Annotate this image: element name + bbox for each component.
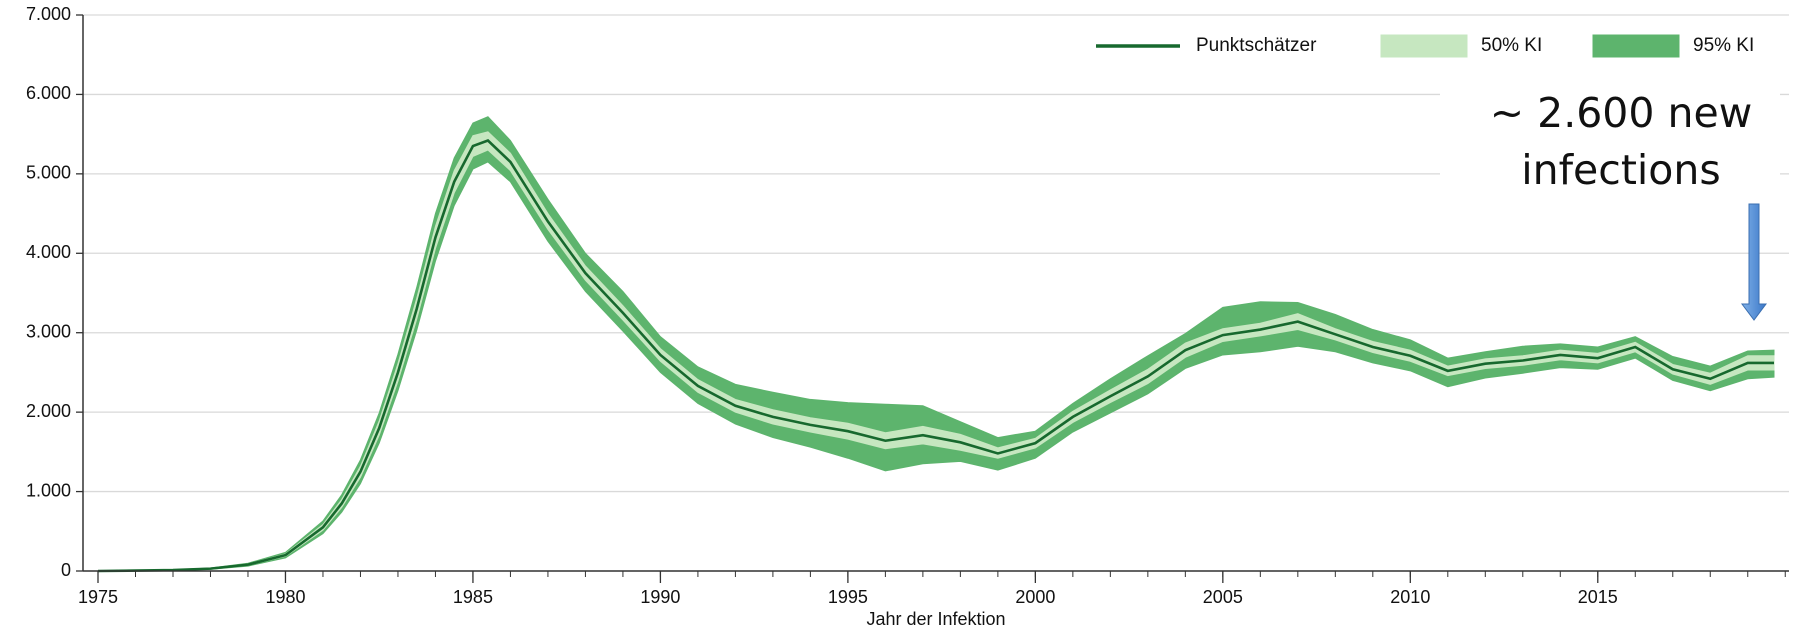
legend: Punktschätzer 50% KI 95% KI [1096,34,1754,58]
legend-swatch [1592,34,1680,58]
x-tick-label: 2010 [1390,587,1430,607]
x-tick-label: 1990 [640,587,680,607]
annotation-background [1440,70,1780,220]
annotation: ~ 2.600 new [1490,89,1753,137]
axes: 0 1.000 2.000 3.000 4.000 5.000 6.000 7.000 1975… [26,4,1789,607]
legend-swatch [1380,34,1468,58]
line [97,138,1774,573]
x-tick-label: 2000 [1015,587,1055,607]
arrow [1741,203,1767,321]
annotation: infections [1521,146,1720,194]
x-tick-label: 1980 [265,587,305,607]
legend-label: 95% KI [1693,35,1754,56]
legend-label: 50% KI [1481,35,1542,56]
x-tick-label: 1975 [78,587,118,607]
legend-label: Punktschätzer [1196,35,1317,56]
plot-area [97,116,1775,573]
x-tick-label: 1985 [453,587,493,607]
y-tick-label: 3.000 [26,321,71,341]
y-tick-label: 7.000 [26,4,71,24]
x-tick-label: 1995 [828,587,868,607]
x-axis-label: Jahr der Infektion [866,609,1005,629]
y-tick-label: 6.000 [26,83,71,103]
y-tick-label: 5.000 [26,163,71,183]
x-tick-label: 2005 [1203,587,1243,607]
y-tick-label: 2.000 [26,401,71,421]
y-tick-label: 0 [61,560,71,580]
y-tick-label: 1.000 [26,480,71,500]
y-tick-label: 4.000 [26,242,71,262]
x-tick-label: 2015 [1578,587,1618,607]
